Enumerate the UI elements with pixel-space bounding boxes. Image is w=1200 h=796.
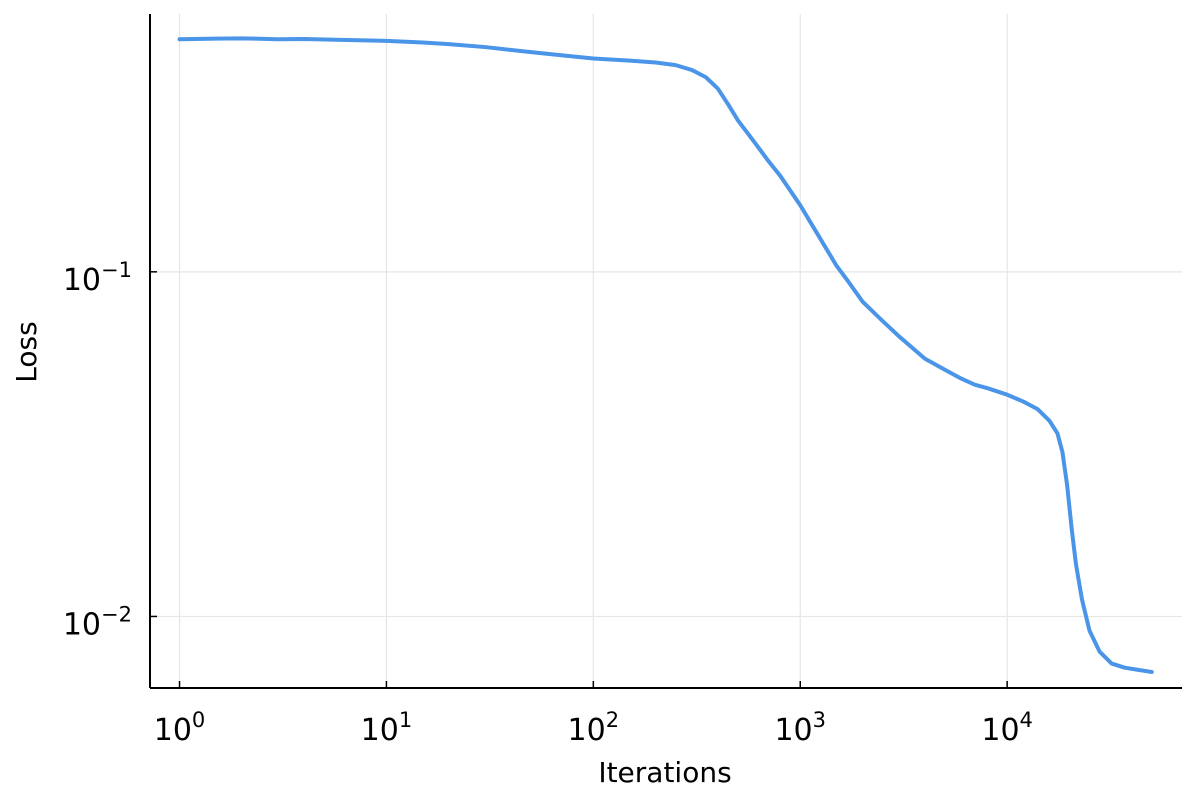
- y-tick-label-0: 10−1: [63, 258, 132, 298]
- x-tick-label-3: 103: [774, 708, 826, 748]
- x-tick-label-1: 101: [361, 708, 413, 748]
- y-tick-label-1-exponent: −2: [101, 602, 132, 626]
- x-tick-label-1-base: 10: [361, 713, 399, 748]
- x-tick-label-0-exponent: 0: [192, 708, 205, 732]
- y-tick-label-0-exponent: −1: [101, 258, 132, 282]
- x-tick-label-0: 100: [154, 708, 206, 748]
- y-tick-label-1: 10−2: [63, 602, 132, 642]
- x-tick-label-3-exponent: 3: [813, 708, 826, 732]
- x-tick-label-1-exponent: 1: [399, 708, 412, 732]
- loss-series-line-0: [177, 36, 1154, 674]
- x-tick-label-4-exponent: 4: [1020, 708, 1033, 732]
- data-layer: [177, 36, 1154, 674]
- y-axis-title: Loss: [10, 321, 43, 382]
- x-tick-label-2: 102: [568, 708, 620, 748]
- x-tick-label-0-base: 10: [154, 713, 192, 748]
- x-axis-title: Iterations: [598, 756, 731, 789]
- x-tick-label-2-base: 10: [568, 713, 606, 748]
- axes-layer: [149, 14, 1182, 689]
- x-tick-label-2-exponent: 2: [606, 708, 619, 732]
- x-tick-label-4: 104: [981, 708, 1033, 748]
- x-tick-label-3-base: 10: [774, 713, 812, 748]
- y-tick-label-0-base: 10: [63, 263, 101, 298]
- grid-layer: [150, 14, 1182, 688]
- y-tick-label-1-base: 10: [63, 607, 101, 642]
- x-tick-label-4-base: 10: [981, 713, 1019, 748]
